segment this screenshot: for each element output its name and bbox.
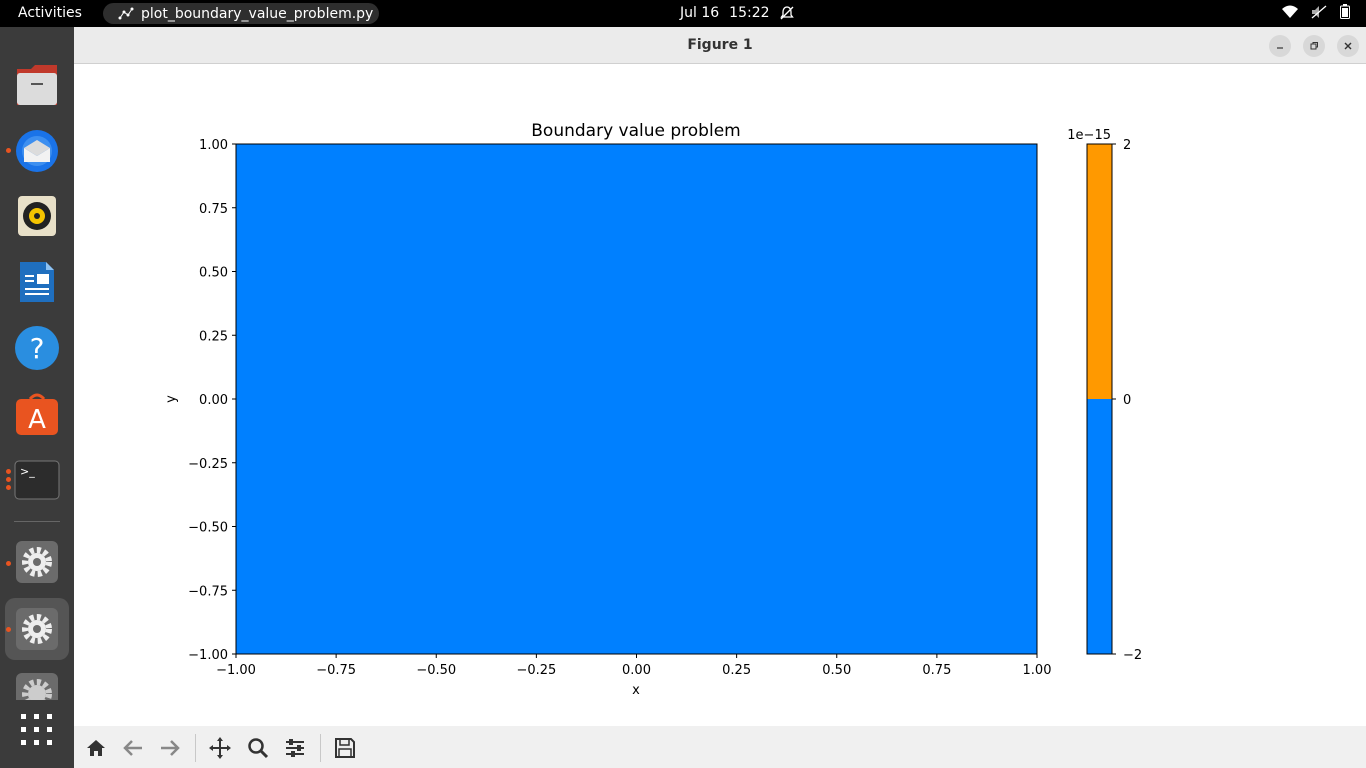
home-button[interactable] [83,736,109,760]
forward-button[interactable] [157,736,183,760]
dock: ? A >_ [0,27,74,768]
y-tick-label: −0.25 [188,457,228,472]
title-bar[interactable]: Figure 1 [74,27,1366,64]
dock-settings-1[interactable] [14,539,60,585]
x-tick-label: 0.25 [722,663,751,678]
writer-icon [20,262,54,302]
close-button[interactable] [1337,35,1359,57]
maximize-button[interactable] [1303,35,1325,57]
dock-files[interactable] [14,62,60,108]
plot-app-icon [118,7,134,19]
colorbar-multiplier: 1e−15 [1067,128,1111,143]
window-title: Figure 1 [687,37,753,53]
svg-text:?: ? [30,332,45,365]
colorbar: 2 0 −2 [1086,138,1142,663]
sliders-icon [286,739,304,757]
app-center-icon: A [16,393,58,435]
dock-settings-3[interactable] [14,672,60,700]
settings-icon [16,673,58,700]
x-axis-label: x [632,683,640,698]
settings-icon [16,541,58,583]
chart-title: Boundary value problem [531,121,740,141]
colorbar-level [1087,399,1112,654]
back-button[interactable] [120,736,146,760]
floppy-disk-icon [335,738,355,758]
dock-settings-2[interactable] [14,606,60,652]
notifications-off-icon [779,6,794,20]
date-label: Jul 16 [680,5,720,21]
home-icon [87,740,105,756]
x-tick-label: 1.00 [1023,663,1052,678]
y-tick-label: 0.00 [199,393,228,408]
volume-muted-icon [1311,5,1327,18]
minimize-icon [1277,47,1283,49]
activities-button[interactable]: Activities [18,5,82,21]
colorbar-tick-label: 2 [1123,138,1131,153]
figure-window: Figure 1 Boundary value problem x y −1.0… [74,27,1366,768]
y-tick-label: −0.75 [188,584,228,599]
dock-show-apps[interactable] [14,707,60,753]
terminal-icon: >_ [14,460,60,500]
close-icon [1344,42,1352,50]
heatmap-field [236,144,1037,654]
save-button[interactable] [332,736,358,760]
wifi-icon [1282,5,1298,18]
top-bar: Activities plot_boundary_value_problem.p… [0,0,1366,27]
time-label: 15:22 [729,5,770,21]
plot-svg: Boundary value problem x y −1.00 −0.75 −0.… [164,121,1142,698]
y-tick-label: 0.75 [199,202,228,217]
clock[interactable]: Jul 16 15:22 [680,5,794,21]
svg-text:>_: >_ [20,465,35,478]
system-tray[interactable] [1282,4,1350,19]
settings-icon [16,608,58,650]
dock-help[interactable]: ? [14,325,60,371]
colorbar-level [1087,144,1112,399]
colorbar-tick-label: 0 [1123,393,1131,408]
x-tick-label: −0.75 [316,663,356,678]
dock-rhythmbox[interactable] [14,193,60,239]
zoom-button[interactable] [245,736,271,760]
battery-icon [1340,4,1350,19]
colorbar-tick-label: −2 [1123,648,1142,663]
x-tick-label: −0.25 [516,663,556,678]
x-tick-label: 0.75 [922,663,951,678]
dock-thunderbird[interactable] [14,128,60,174]
y-tick-label: 0.50 [199,266,228,281]
minimize-button[interactable] [1269,35,1291,57]
y-axis-label: y [164,395,179,403]
y-tick-label: 0.25 [199,329,228,344]
y-tick-label: 1.00 [199,138,228,153]
navigation-toolbar [74,726,1366,768]
arrow-left-icon [123,740,142,756]
configure-subplots-button[interactable] [282,736,308,760]
show-apps-icon [21,714,52,745]
dock-app-center[interactable]: A [14,391,60,437]
dock-terminal[interactable]: >_ [14,457,60,503]
app-menu-label: plot_boundary_value_problem.py [141,5,374,22]
app-menu[interactable]: plot_boundary_value_problem.py [103,3,379,24]
files-icon [17,65,57,105]
x-tick-label: 0.50 [822,663,851,678]
svg-text:A: A [28,405,46,435]
y-tick-label: −0.50 [188,521,228,536]
arrow-right-icon [161,740,180,756]
restore-icon [1310,42,1318,50]
dock-writer[interactable] [14,259,60,305]
y-tick-label: −1.00 [188,648,228,663]
pan-button[interactable] [207,736,233,760]
figure-canvas[interactable]: Boundary value problem x y −1.00 −0.75 −0.… [74,64,1366,726]
x-tick-label: 0.00 [622,663,651,678]
help-icon: ? [15,326,59,370]
x-tick-label: −0.50 [416,663,456,678]
move-icon [209,737,231,759]
x-tick-label: −1.00 [216,663,256,678]
magnifier-icon [248,738,269,759]
rhythmbox-icon [18,196,56,236]
thunderbird-icon [16,130,58,172]
